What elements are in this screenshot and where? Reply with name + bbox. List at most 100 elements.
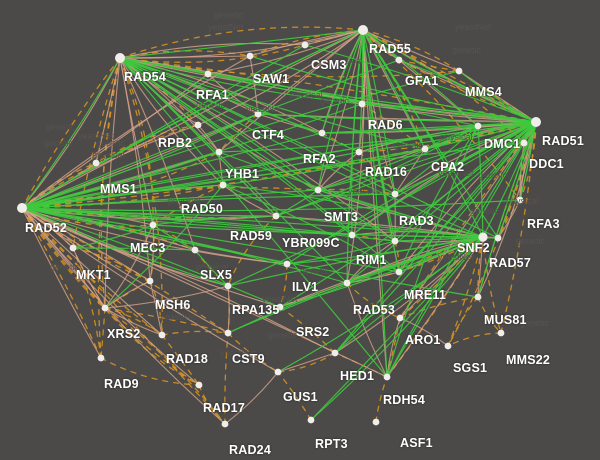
graph-edge [21, 124, 199, 209]
graph-node[interactable] [358, 100, 366, 108]
graph-node[interactable] [224, 282, 232, 290]
graph-node[interactable] [497, 329, 505, 337]
graph-node[interactable] [391, 237, 399, 245]
graph-node[interactable] [355, 148, 363, 156]
graph-edge [317, 29, 364, 191]
graph-edge [152, 224, 196, 251]
graph-node[interactable] [301, 41, 309, 49]
graph-edge [386, 236, 484, 378]
graph-edge [119, 29, 364, 59]
graph-node[interactable] [224, 329, 232, 337]
graph-edge [119, 57, 479, 127]
graph-node[interactable] [331, 349, 339, 357]
graph-node[interactable] [219, 181, 227, 189]
graph-edge [222, 121, 537, 186]
graph-node[interactable] [215, 148, 223, 156]
graph-node[interactable] [478, 232, 488, 242]
graph-node[interactable] [283, 260, 291, 268]
graph-node[interactable] [318, 129, 326, 137]
graph-node[interactable] [444, 342, 452, 350]
graph-edge [346, 240, 396, 284]
graph-node[interactable] [391, 190, 399, 198]
graph-edge [194, 249, 288, 265]
graph-node[interactable] [474, 122, 482, 130]
edges-genetic-group [21, 29, 537, 421]
graph-node[interactable] [276, 303, 284, 311]
graph-node[interactable] [221, 420, 229, 428]
graph-node[interactable] [474, 293, 482, 301]
graph-edge [161, 334, 200, 386]
graph-edge [227, 236, 484, 334]
graph-edge [104, 285, 229, 309]
graph-edge [21, 207, 396, 242]
graph-node[interactable] [195, 381, 203, 389]
graph-edge [119, 57, 484, 238]
graph-edge [334, 121, 537, 354]
graph-node[interactable] [314, 186, 322, 194]
graph-node[interactable] [146, 277, 154, 285]
graph-edge [346, 121, 537, 284]
graph-node[interactable] [383, 373, 391, 381]
graph-node[interactable] [158, 331, 166, 339]
graph-edge [275, 121, 537, 217]
graph-node[interactable] [204, 70, 212, 78]
graph-node[interactable] [101, 304, 109, 312]
graph-edge [362, 29, 525, 144]
graph-node[interactable] [17, 203, 27, 213]
graph-node[interactable] [516, 196, 524, 204]
graph-edge [21, 207, 226, 425]
graph-node[interactable] [272, 212, 280, 220]
graph-node[interactable] [246, 52, 254, 60]
graph-edge [286, 240, 396, 265]
graph-node[interactable] [149, 221, 157, 229]
graph-node[interactable] [396, 314, 404, 322]
graph-node[interactable] [194, 121, 202, 129]
graph-edge [519, 121, 537, 201]
graph-node[interactable] [494, 234, 502, 242]
graph-edge [224, 371, 279, 425]
graph-node[interactable] [395, 56, 403, 64]
graph-edge [104, 224, 154, 309]
graph-node[interactable] [372, 418, 380, 426]
graph-edge [317, 151, 360, 191]
graph-edge [21, 57, 121, 209]
graph-edge [346, 282, 401, 319]
graph-edge [317, 121, 537, 191]
graph-node[interactable] [348, 231, 356, 239]
graph-edge [104, 307, 229, 334]
graph-edge [362, 29, 388, 378]
graph-edge [477, 296, 502, 334]
graph-edge [275, 215, 484, 238]
graph-edge [399, 121, 537, 319]
graph-node[interactable] [307, 416, 315, 424]
graph-edge [198, 384, 226, 425]
graph-node[interactable] [343, 279, 351, 287]
graph-edge [497, 199, 521, 239]
graph-node[interactable] [69, 244, 77, 252]
graph-node[interactable] [92, 159, 100, 167]
graph-node[interactable] [274, 368, 282, 376]
graph-edge [362, 29, 460, 72]
graph-edge [358, 29, 364, 153]
graph-edge [286, 236, 484, 265]
graph-edge [361, 103, 426, 150]
graph-edge [222, 184, 277, 217]
graph-node[interactable] [97, 354, 105, 362]
graph-node[interactable] [421, 145, 429, 153]
graph-node[interactable] [191, 246, 199, 254]
graph-edge [104, 307, 163, 336]
graph-node[interactable] [531, 117, 541, 127]
graph-node[interactable] [455, 67, 463, 75]
graph-edge [275, 215, 484, 238]
graph-node[interactable] [115, 53, 125, 63]
graph-edge [334, 121, 537, 354]
graph-node[interactable] [254, 110, 262, 118]
graph-edge [119, 57, 323, 134]
graph-node[interactable] [395, 268, 403, 276]
graph-edge [161, 330, 229, 336]
graph-edge [375, 376, 388, 423]
graph-node[interactable] [520, 139, 528, 147]
graph-edge [100, 307, 106, 359]
graph-node[interactable] [358, 25, 368, 35]
